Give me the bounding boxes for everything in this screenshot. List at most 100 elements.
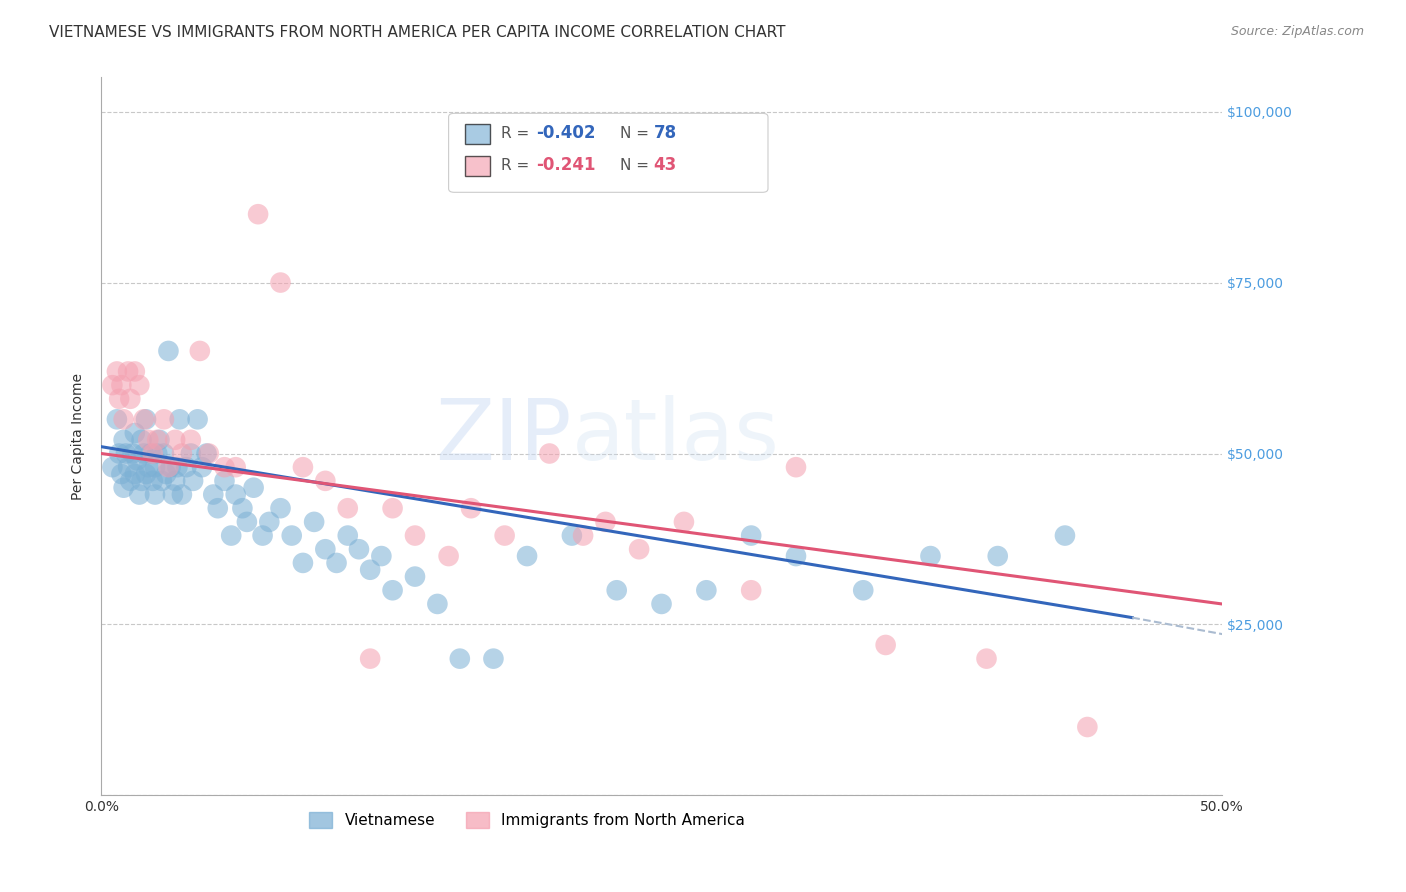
Point [740,583,762,598]
Point [117,364,139,378]
Text: atlas: atlas [572,395,780,478]
FancyBboxPatch shape [465,156,491,176]
Point [426,597,449,611]
Point [302,515,325,529]
Point [291,460,314,475]
Point [165,474,187,488]
Point [115,446,138,460]
Point [381,583,404,598]
Point [135,467,157,481]
Point [125,453,148,467]
Point [270,501,292,516]
Point [976,651,998,665]
Point [370,549,392,563]
Point [606,583,628,598]
Point [108,392,131,406]
Point [110,467,132,481]
Y-axis label: Per Capita Income: Per Capita Income [72,373,86,500]
Point [785,549,807,563]
Point [259,515,281,529]
Point [121,446,143,460]
Point [155,467,177,481]
Point [225,487,247,501]
Point [460,501,482,516]
Point [270,276,292,290]
Point [336,528,359,542]
Text: R =: R = [502,126,534,141]
Point [381,501,404,516]
Point [482,651,505,665]
Point [157,460,180,475]
Point [101,378,124,392]
Point [359,651,381,665]
FancyBboxPatch shape [449,113,768,193]
Point [280,528,302,542]
Point [153,412,176,426]
Point [1076,720,1098,734]
Point [108,446,131,460]
Point [112,433,135,447]
Point [142,446,165,460]
Point [785,460,807,475]
Point [180,446,202,460]
Point [117,460,139,475]
Point [191,460,214,475]
Text: ZIP: ZIP [436,395,572,478]
Text: N =: N = [620,126,654,141]
Point [219,528,242,542]
Point [651,597,673,611]
Point [242,481,264,495]
Point [987,549,1010,563]
Point [176,460,198,475]
Point [325,556,347,570]
Point [165,433,187,447]
Point [157,343,180,358]
Point [195,446,218,460]
Text: VIETNAMESE VS IMMIGRANTS FROM NORTH AMERICA PER CAPITA INCOME CORRELATION CHART: VIETNAMESE VS IMMIGRANTS FROM NORTH AMER… [49,25,786,40]
Point [875,638,897,652]
Point [449,651,471,665]
Point [572,528,595,542]
Point [162,487,184,501]
Point [538,446,561,460]
Text: 78: 78 [654,125,676,143]
Text: Source: ZipAtlas.com: Source: ZipAtlas.com [1230,25,1364,38]
Point [561,528,583,542]
Point [131,474,153,488]
Point [180,433,202,447]
Point [207,501,229,516]
Text: 43: 43 [654,156,676,174]
Point [214,460,236,475]
Point [142,474,165,488]
Point [132,446,155,460]
Point [143,460,166,475]
Point [336,501,359,516]
Point [124,467,146,481]
Point [516,549,538,563]
Point [131,433,153,447]
Point [1053,528,1076,542]
Point [146,433,169,447]
Point [187,412,209,426]
Point [148,433,170,447]
Point [105,412,128,426]
Point [437,549,460,563]
Point [132,412,155,426]
Point [181,474,204,488]
Text: N =: N = [620,158,654,172]
Point [120,474,142,488]
Point [128,487,150,501]
Legend: Vietnamese, Immigrants from North America: Vietnamese, Immigrants from North Americ… [304,806,751,834]
Point [146,446,169,460]
Point [314,474,336,488]
Point [124,425,146,440]
Point [101,460,124,475]
Point [852,583,875,598]
Point [695,583,717,598]
Point [214,474,236,488]
Point [169,412,191,426]
Point [120,392,142,406]
Point [672,515,695,529]
Point [291,556,314,570]
Point [166,460,188,475]
